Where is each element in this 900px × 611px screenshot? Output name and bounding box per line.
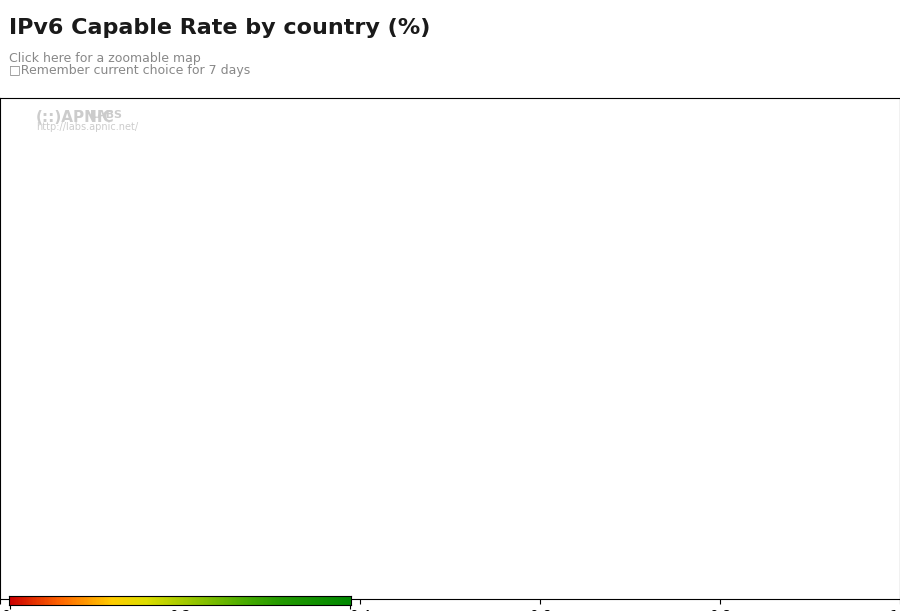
- Text: IPv6 Capable Rate by country (%): IPv6 Capable Rate by country (%): [9, 18, 430, 38]
- Text: http://labs.apnic.net/: http://labs.apnic.net/: [36, 122, 138, 132]
- Text: (::)APNIC: (::)APNIC: [36, 110, 114, 125]
- Text: LABS: LABS: [90, 110, 122, 120]
- Text: □Remember current choice for 7 days: □Remember current choice for 7 days: [9, 64, 250, 77]
- Text: Click here for a zoomable map: Click here for a zoomable map: [9, 52, 201, 65]
